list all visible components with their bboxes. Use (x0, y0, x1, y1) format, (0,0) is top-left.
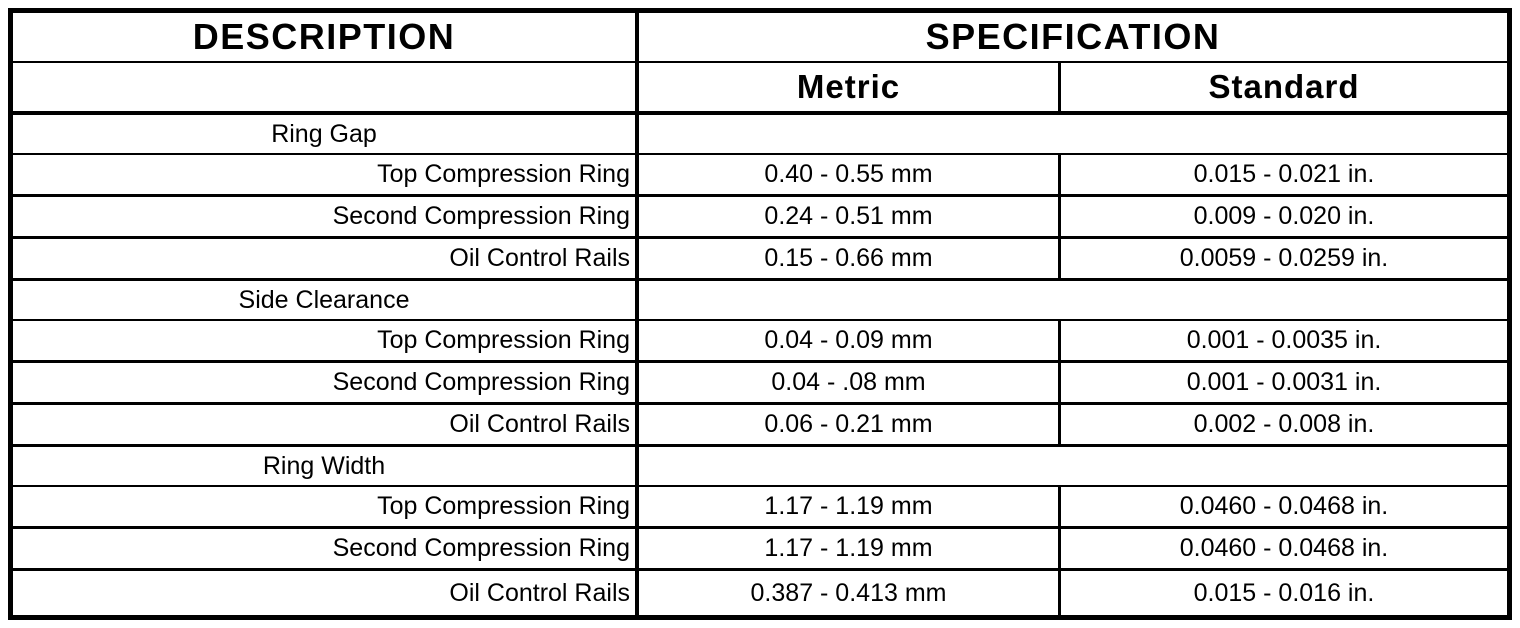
table-row: Oil Control Rails 0.15 - 0.66 mm 0.0059 … (13, 239, 1507, 281)
specification-header: SPECIFICATION (925, 16, 1221, 57)
standard-value: 0.0460 - 0.0468 in. (1179, 492, 1389, 520)
section-label-cell: Side Clearance (13, 281, 639, 319)
row-label: Oil Control Rails (449, 578, 630, 607)
metric-value: 0.06 - 0.21 mm (764, 410, 933, 438)
standard-value: 0.0460 - 0.0468 in. (1179, 534, 1389, 562)
row-label: Oil Control Rails (449, 244, 630, 272)
row-label-cell: Top Compression Ring (13, 155, 639, 194)
metric-value-cell: 1.17 - 1.19 mm (639, 487, 1061, 526)
row-label: Second Compression Ring (332, 534, 630, 562)
metric-header-cell: Metric (639, 63, 1061, 111)
section-row-ring-gap: Ring Gap (13, 115, 1507, 155)
metric-value: 0.24 - 0.51 mm (764, 202, 933, 230)
header-empty-cell (13, 63, 639, 111)
metric-value-cell: 0.15 - 0.66 mm (639, 239, 1061, 278)
metric-value-cell: 0.06 - 0.21 mm (639, 405, 1061, 444)
row-label-cell: Second Compression Ring (13, 197, 639, 236)
row-label-cell: Second Compression Ring (13, 529, 639, 568)
standard-value: 0.002 - 0.008 in. (1193, 410, 1375, 438)
standard-value: 0.001 - 0.0031 in. (1186, 368, 1382, 396)
metric-value: 1.17 - 1.19 mm (764, 534, 933, 562)
table-row: Oil Control Rails 0.387 - 0.413 mm 0.015… (13, 571, 1507, 615)
standard-value-cell: 0.009 - 0.020 in. (1061, 197, 1507, 236)
section-row-side-clearance: Side Clearance (13, 281, 1507, 321)
row-label-cell: Oil Control Rails (13, 405, 639, 444)
row-label-cell: Oil Control Rails (13, 239, 639, 278)
section-label: Ring Gap (271, 119, 377, 148)
section-empty-cell (639, 115, 1507, 153)
header-row-units: Metric Standard (13, 63, 1507, 115)
row-label-cell: Second Compression Ring (13, 363, 639, 402)
section-empty-cell (639, 447, 1507, 485)
standard-header-cell: Standard (1061, 63, 1507, 111)
row-label-cell: Top Compression Ring (13, 321, 639, 360)
standard-value: 0.0059 - 0.0259 in. (1179, 244, 1389, 272)
row-label: Second Compression Ring (332, 202, 630, 230)
metric-value: 0.04 - 0.09 mm (764, 326, 933, 354)
table-row: Second Compression Ring 1.17 - 1.19 mm 0… (13, 529, 1507, 571)
table-row: Top Compression Ring 0.40 - 0.55 mm 0.01… (13, 155, 1507, 197)
specification-header-cell: SPECIFICATION (639, 13, 1507, 61)
row-label: Second Compression Ring (332, 368, 630, 396)
section-row-ring-width: Ring Width (13, 447, 1507, 487)
standard-header: Standard (1208, 68, 1360, 105)
standard-value: 0.015 - 0.021 in. (1193, 160, 1375, 188)
table-row: Oil Control Rails 0.06 - 0.21 mm 0.002 -… (13, 405, 1507, 447)
metric-value-cell: 0.04 - 0.09 mm (639, 321, 1061, 360)
standard-value-cell: 0.001 - 0.0031 in. (1061, 363, 1507, 402)
row-label: Top Compression Ring (377, 160, 630, 188)
table-row: Top Compression Ring 0.04 - 0.09 mm 0.00… (13, 321, 1507, 363)
row-label-cell: Top Compression Ring (13, 487, 639, 526)
table-row: Top Compression Ring 1.17 - 1.19 mm 0.04… (13, 487, 1507, 529)
metric-value: 0.15 - 0.66 mm (764, 244, 933, 272)
metric-value: 0.40 - 0.55 mm (764, 160, 933, 188)
metric-value: 1.17 - 1.19 mm (764, 492, 933, 520)
metric-value-cell: 0.24 - 0.51 mm (639, 197, 1061, 236)
standard-value: 0.009 - 0.020 in. (1193, 202, 1375, 230)
metric-value-cell: 0.40 - 0.55 mm (639, 155, 1061, 194)
standard-value: 0.001 - 0.0035 in. (1186, 326, 1382, 354)
section-label: Side Clearance (238, 285, 410, 314)
standard-value-cell: 0.015 - 0.016 in. (1061, 571, 1507, 615)
metric-value-cell: 0.04 - .08 mm (639, 363, 1061, 402)
row-label: Top Compression Ring (377, 326, 630, 354)
row-label: Oil Control Rails (449, 410, 630, 438)
description-header-cell: DESCRIPTION (13, 13, 639, 61)
metric-value: 0.04 - .08 mm (771, 368, 926, 396)
table-row: Second Compression Ring 0.24 - 0.51 mm 0… (13, 197, 1507, 239)
standard-value-cell: 0.002 - 0.008 in. (1061, 405, 1507, 444)
row-label-cell: Oil Control Rails (13, 571, 639, 615)
section-label-cell: Ring Gap (13, 115, 639, 153)
standard-value-cell: 0.001 - 0.0035 in. (1061, 321, 1507, 360)
metric-value-cell: 1.17 - 1.19 mm (639, 529, 1061, 568)
header-row-main: DESCRIPTION SPECIFICATION (13, 13, 1507, 63)
standard-value-cell: 0.0460 - 0.0468 in. (1061, 487, 1507, 526)
standard-value: 0.015 - 0.016 in. (1193, 578, 1375, 607)
description-header: DESCRIPTION (192, 16, 456, 57)
standard-value-cell: 0.0059 - 0.0259 in. (1061, 239, 1507, 278)
row-label: Top Compression Ring (377, 492, 630, 520)
metric-value-cell: 0.387 - 0.413 mm (639, 571, 1061, 615)
standard-value-cell: 0.015 - 0.021 in. (1061, 155, 1507, 194)
metric-header: Metric (796, 68, 901, 105)
section-empty-cell (639, 281, 1507, 319)
table-row: Second Compression Ring 0.04 - .08 mm 0.… (13, 363, 1507, 405)
metric-value: 0.387 - 0.413 mm (750, 578, 947, 607)
specifications-table: DESCRIPTION SPECIFICATION Metric Standar… (8, 8, 1512, 620)
section-label-cell: Ring Width (13, 447, 639, 485)
standard-value-cell: 0.0460 - 0.0468 in. (1061, 529, 1507, 568)
section-label: Ring Width (262, 451, 386, 480)
